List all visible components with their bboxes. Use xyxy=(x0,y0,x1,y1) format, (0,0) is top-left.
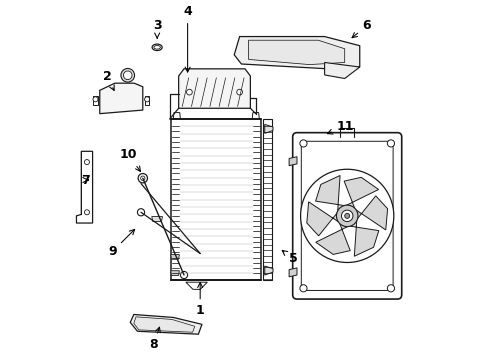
Circle shape xyxy=(300,169,394,262)
Polygon shape xyxy=(76,151,93,223)
Circle shape xyxy=(141,176,145,180)
Circle shape xyxy=(300,140,307,147)
Polygon shape xyxy=(171,255,179,259)
Circle shape xyxy=(342,210,353,222)
Polygon shape xyxy=(307,202,340,236)
Circle shape xyxy=(84,159,90,165)
FancyBboxPatch shape xyxy=(293,133,402,299)
Text: 10: 10 xyxy=(120,148,141,171)
Circle shape xyxy=(344,213,350,219)
Text: 2: 2 xyxy=(102,69,114,90)
Polygon shape xyxy=(234,37,360,69)
Text: 9: 9 xyxy=(108,229,135,258)
Polygon shape xyxy=(316,175,346,213)
Circle shape xyxy=(337,205,358,226)
Polygon shape xyxy=(145,96,149,105)
Polygon shape xyxy=(289,268,297,277)
Polygon shape xyxy=(348,219,379,256)
Circle shape xyxy=(388,285,394,292)
FancyBboxPatch shape xyxy=(301,141,393,291)
Circle shape xyxy=(138,174,147,183)
Polygon shape xyxy=(354,196,388,230)
Polygon shape xyxy=(248,40,344,64)
Circle shape xyxy=(145,97,149,102)
Text: 7: 7 xyxy=(81,174,90,186)
Bar xyxy=(172,119,261,280)
Text: 3: 3 xyxy=(153,19,161,38)
Polygon shape xyxy=(93,96,98,105)
Polygon shape xyxy=(316,222,350,255)
Text: 1: 1 xyxy=(196,283,204,318)
Polygon shape xyxy=(179,69,250,108)
Circle shape xyxy=(237,89,243,95)
Polygon shape xyxy=(324,63,360,78)
Polygon shape xyxy=(265,125,273,134)
Circle shape xyxy=(388,140,394,147)
Circle shape xyxy=(137,209,145,216)
Ellipse shape xyxy=(152,44,162,50)
Text: 11: 11 xyxy=(327,120,354,134)
Circle shape xyxy=(93,97,98,102)
Circle shape xyxy=(180,271,188,279)
Circle shape xyxy=(187,89,192,95)
Polygon shape xyxy=(130,315,202,334)
Polygon shape xyxy=(134,317,195,332)
Polygon shape xyxy=(100,83,143,114)
Polygon shape xyxy=(186,282,207,289)
Polygon shape xyxy=(252,113,259,119)
Circle shape xyxy=(123,71,132,80)
Circle shape xyxy=(300,285,307,292)
Bar xyxy=(263,119,272,280)
Circle shape xyxy=(121,68,135,82)
Polygon shape xyxy=(289,157,297,166)
Polygon shape xyxy=(173,113,180,119)
Text: 5: 5 xyxy=(282,251,298,265)
Polygon shape xyxy=(344,177,379,210)
Polygon shape xyxy=(265,266,273,275)
Text: 4: 4 xyxy=(183,5,192,72)
Polygon shape xyxy=(171,271,179,275)
Polygon shape xyxy=(152,217,163,222)
Text: 8: 8 xyxy=(149,327,160,351)
Circle shape xyxy=(84,210,90,215)
Text: 6: 6 xyxy=(352,19,371,38)
